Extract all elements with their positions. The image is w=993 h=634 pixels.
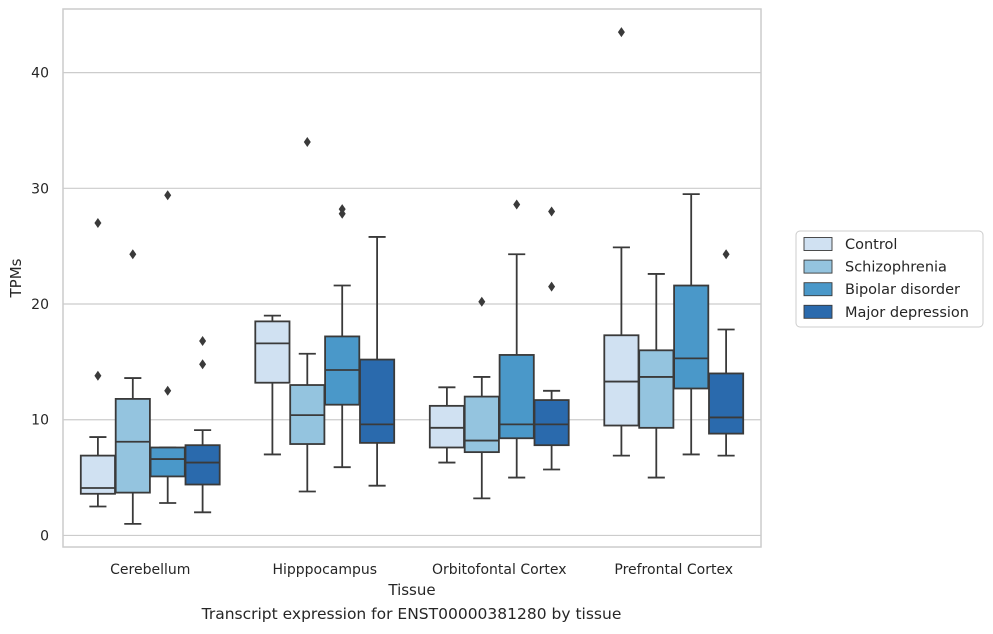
outlier-point <box>722 249 730 260</box>
y-tick-label: 20 <box>31 297 49 313</box>
box-major-depression <box>359 236 396 487</box>
legend-swatch <box>803 282 833 297</box>
legend-label: Schizophrenia <box>845 260 947 276</box>
boxes <box>79 27 745 525</box>
box-schizophrenia <box>638 273 675 479</box>
x-tick-label: Prefrontal Cortex <box>614 562 733 578</box>
outlier-point <box>338 204 346 215</box>
box-major-depression <box>184 336 221 514</box>
outlier-point <box>478 296 486 307</box>
legend-label: Bipolar disorder <box>845 282 960 298</box>
outlier-point <box>303 137 311 148</box>
outlier-point <box>199 336 207 347</box>
legend-swatch <box>803 237 833 251</box>
figure-caption: Transcript expression for ENST0000038128… <box>201 605 622 623</box>
y-axis-label: TPMs <box>7 258 25 298</box>
outlier-point <box>164 385 172 396</box>
outlier-point <box>94 218 102 229</box>
outlier-point <box>548 206 556 217</box>
y-tick-label: 0 <box>40 528 49 544</box>
box-iqr <box>673 284 710 390</box>
legend: Control Schizophrenia Bipolar disorder Majo… <box>795 230 984 328</box>
box-iqr <box>149 446 186 478</box>
legend-swatch <box>803 304 833 319</box>
box-iqr <box>254 320 291 384</box>
x-tick-label: Orbitofontal Cortex <box>432 562 567 578</box>
box-iqr <box>708 372 745 435</box>
box-iqr <box>184 444 221 486</box>
box-schizophrenia <box>114 249 151 525</box>
outlier-point <box>617 27 625 38</box>
box-iqr <box>603 334 640 427</box>
box-bipolar-disorder <box>324 204 361 469</box>
y-tick-label: 30 <box>31 181 49 197</box>
box-schizophrenia <box>289 137 326 493</box>
box-iqr <box>428 404 465 449</box>
x-tick-label: Cerebellum <box>110 562 190 578</box>
outlier-point <box>513 199 521 210</box>
box-iqr <box>498 354 535 440</box>
box-bipolar-disorder <box>498 199 535 479</box>
box-iqr <box>533 399 570 447</box>
box-control <box>79 218 116 508</box>
y-tick-label: 10 <box>31 413 49 429</box>
legend-label: Major depression <box>845 305 969 321</box>
box-schizophrenia <box>463 296 500 500</box>
box-iqr <box>114 398 151 494</box>
x-axis-label: Tissue <box>387 581 435 599</box>
outlier-point <box>164 190 172 201</box>
outlier-point <box>548 281 556 292</box>
outlier-point <box>129 249 137 260</box>
box-iqr <box>359 358 396 444</box>
y-tick-label: 40 <box>31 66 49 82</box>
box-bipolar-disorder <box>673 193 710 456</box>
box-control <box>603 27 640 457</box>
box-control <box>254 314 291 456</box>
box-major-depression <box>533 206 570 471</box>
legend-frame <box>795 230 984 328</box>
legend-label: Control <box>845 237 897 253</box>
outlier-point <box>94 370 102 381</box>
legend-swatch <box>803 259 833 274</box>
box-iqr <box>463 395 500 454</box>
box-major-depression <box>708 249 745 457</box>
x-tick-label: Hipppocampus <box>272 562 377 578</box>
outlier-point <box>199 359 207 370</box>
box-iqr <box>638 349 675 429</box>
x-tick-labels: Cerebellum Hipppocampus Orbitofontal Corte… <box>110 562 733 578</box>
y-tick-labels: 0 10 20 30 40 <box>31 66 49 545</box>
